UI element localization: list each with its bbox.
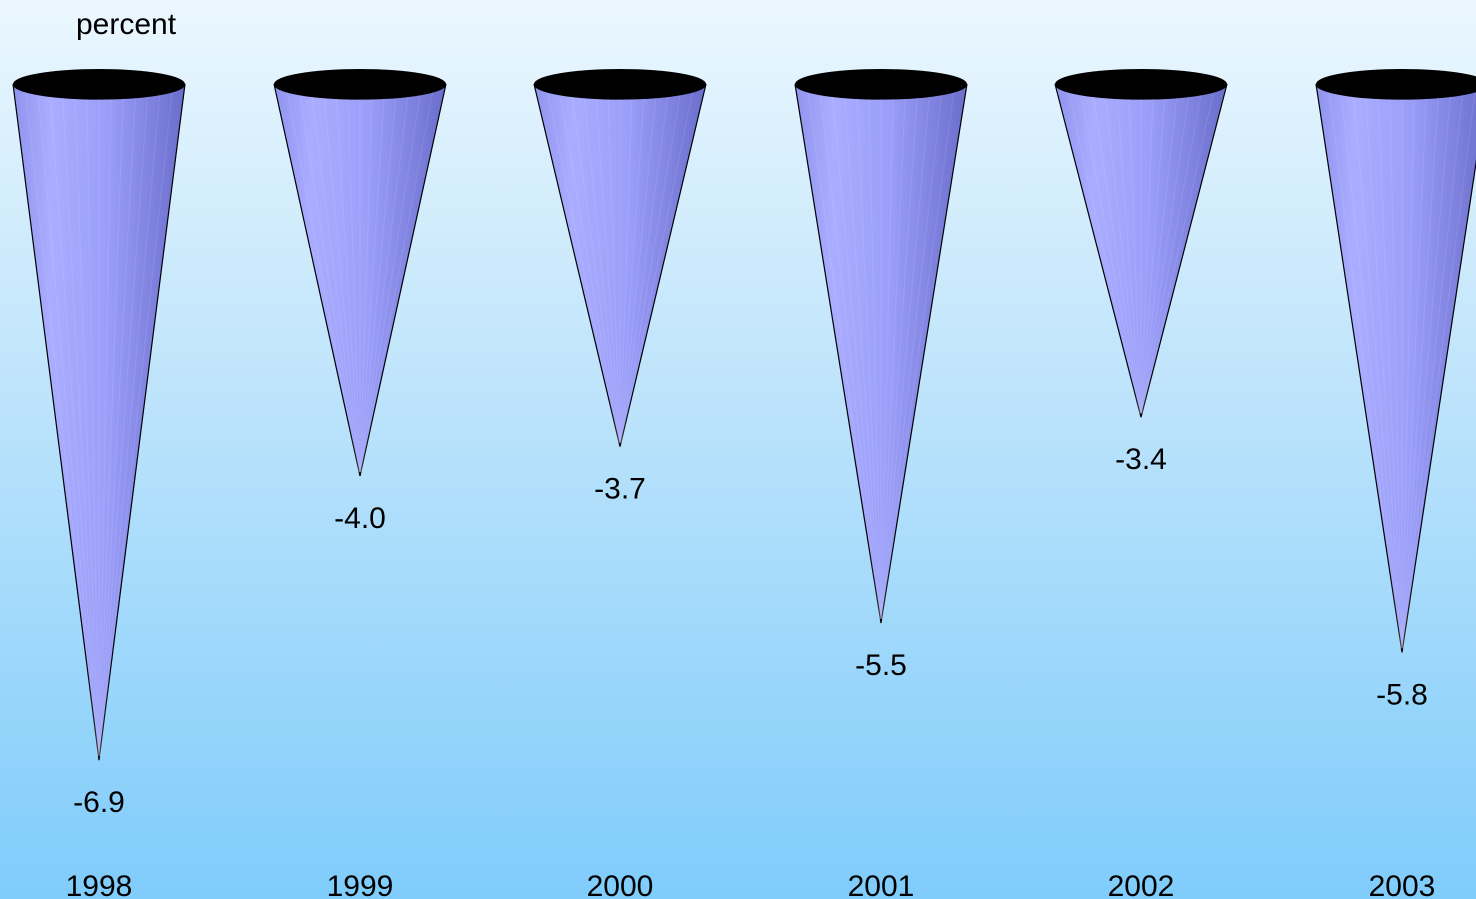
cone-top-2000 [534, 69, 706, 99]
cone-shading-line [1115, 85, 1142, 414]
cone-shading-line [98, 85, 112, 757]
cone-shading-line [1402, 85, 1476, 649]
cone-shading-line [1376, 85, 1403, 649]
cone-shading-line [881, 85, 919, 620]
category-label-2002: 2002 [1108, 870, 1175, 899]
cone-shading-line [545, 85, 620, 443]
cone-shading-line [73, 85, 100, 757]
unit-label: percent [76, 8, 177, 41]
cone-top-1999 [274, 69, 446, 99]
category-label-1998: 1998 [66, 870, 133, 899]
cone-shading-line [1103, 85, 1141, 414]
cone-top-1998 [13, 69, 185, 99]
cone-shading-line [1340, 85, 1402, 649]
cone-shading-line [582, 85, 620, 443]
cone-shading-line [594, 85, 621, 443]
cone-shading-line [806, 85, 881, 620]
cone-shading-line [619, 85, 646, 443]
cone-shading-line [831, 85, 881, 620]
cone-shading-line [881, 85, 931, 620]
cone-shading-line [37, 85, 99, 757]
cone-shading-line [570, 85, 620, 443]
cone-shading-line [1140, 85, 1154, 414]
cone-shading-line [359, 85, 373, 473]
cone-shading-line [558, 85, 620, 443]
value-label-2003: -5.8 [1376, 678, 1428, 711]
cone-shading-line [1079, 85, 1141, 414]
category-label-2001: 2001 [848, 870, 915, 899]
cone-shading-line [61, 85, 99, 757]
cone-shading-line [868, 85, 882, 620]
cone-shading-line [1141, 85, 1179, 414]
cone-shading-line [99, 85, 137, 757]
value-label-2002: -3.4 [1115, 443, 1167, 476]
cone-shading-line [360, 85, 422, 473]
value-label-1999: -4.0 [334, 502, 386, 535]
cone-shading-line [99, 85, 161, 757]
cone-shading-line [1401, 85, 1415, 649]
cone-shading-line [310, 85, 360, 473]
cone-shading-line [1364, 85, 1402, 649]
cone-shading-line [1402, 85, 1452, 649]
cone-shading-line [24, 85, 99, 757]
category-label-1999: 1999 [327, 870, 394, 899]
cone-shading-line [819, 85, 881, 620]
value-label-2000: -3.7 [594, 473, 646, 506]
cone-shading-line [298, 85, 360, 473]
cone-top-2003 [1316, 69, 1476, 99]
cone-shading-line [359, 85, 386, 473]
value-label-1998: -6.9 [73, 786, 125, 819]
cone-shading-line [285, 85, 360, 473]
cone-shading-line [843, 85, 881, 620]
cone-shading-line [322, 85, 360, 473]
cone-shading-line [620, 85, 658, 443]
cone-shading-line [86, 85, 100, 757]
cone-shading-line [880, 85, 907, 620]
cone-shading-line [1141, 85, 1216, 414]
cone-shading-line [855, 85, 882, 620]
category-label-2000: 2000 [587, 870, 654, 899]
cone-shading-line [1327, 85, 1402, 649]
cone-shading-line [1352, 85, 1402, 649]
cone-shading-line [1141, 85, 1191, 414]
cone-shading-line [620, 85, 670, 443]
cone-shading-line [620, 85, 682, 443]
category-label-2003: 2003 [1369, 870, 1436, 899]
cone-shading-line [1128, 85, 1142, 414]
cone-shading-line [607, 85, 621, 443]
value-label-2001: -5.5 [855, 649, 907, 682]
cone-shading-line [49, 85, 99, 757]
cone-shading-line [360, 85, 398, 473]
cone-shading-line [1140, 85, 1167, 414]
cone-shading-line [1141, 85, 1203, 414]
cone-shading-line [99, 85, 149, 757]
cone-top-2002 [1055, 69, 1227, 99]
cone-shading-line [1402, 85, 1464, 649]
cone-shading-line [334, 85, 361, 473]
cone-shading-line [1401, 85, 1428, 649]
cone-shading-line [1402, 85, 1440, 649]
cone-shading-line [99, 85, 174, 757]
cone-shading-line [619, 85, 633, 443]
cone-shading-line [880, 85, 894, 620]
cone-shading-line [881, 85, 943, 620]
cone-shading-line [347, 85, 361, 473]
cone-shading-line [1091, 85, 1141, 414]
cone-shading-line [620, 85, 695, 443]
cone-shading-line [1389, 85, 1403, 649]
cone-shading-line [360, 85, 410, 473]
cone-shading-line [1066, 85, 1141, 414]
cone-top-2001 [795, 69, 967, 99]
cone-shading-line [360, 85, 435, 473]
cone-shading-line [881, 85, 956, 620]
cone-shading-line [98, 85, 125, 757]
